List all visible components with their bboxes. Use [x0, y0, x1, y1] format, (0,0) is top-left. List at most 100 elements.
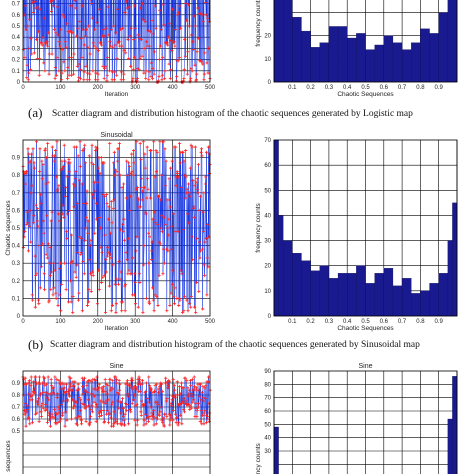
sinusoidal-scatter-point-456: [197, 289, 201, 293]
sinusoidal-scatter-point-139: [74, 145, 79, 149]
sinusoidal-scatter-point-222: [106, 217, 111, 221]
logistic-scatter-point-179: [90, 0, 92, 1]
sinusoidal-scatter-point-403: [176, 175, 180, 179]
sinusoidal-scatter-point-179: [90, 143, 94, 147]
sine-scatter-point-94: [56, 411, 60, 415]
sine-scatter-point-474: [199, 398, 203, 402]
sinusoidal-scatter-point-343: [153, 293, 157, 297]
sine-scatter-point-88: [54, 422, 58, 426]
sinusoidal-scatter-point-114: [65, 236, 69, 241]
sinusoidal-scatter-point-188: [93, 148, 98, 153]
sine-scatter-point-167: [84, 389, 88, 393]
sinusoidal-hist-bar-12: [374, 273, 384, 317]
sinusoidal-scatter-point-314: [142, 244, 146, 248]
logistic-scatter-point-108: [62, 60, 66, 64]
sinusoidal-scatter-point-313: [142, 263, 146, 267]
sinusoidal-scatter-point-477: [205, 293, 209, 297]
sine-scatter-point-413: [176, 423, 180, 427]
sinusoidal-scatter-point-29: [32, 161, 36, 165]
sine-scatter-point-265: [120, 397, 125, 401]
sinusoidal-scatter-point-370: [164, 184, 168, 188]
logistic-scatter-point-24: [31, 0, 33, 1]
logistic-scatter-point-258: [118, 27, 123, 31]
sinusoidal-scatter-point-159: [82, 272, 86, 276]
logistic-scatter-point-95: [57, 69, 61, 73]
sinusoidal-scatter-point-381: [168, 303, 172, 308]
sine-scatter-point-90: [55, 377, 59, 381]
sinusoidal-hist-bar-15: [401, 278, 412, 317]
sinusoidal-hist-bar-0: [273, 139, 279, 317]
sine-scatter-point-454: [191, 398, 196, 402]
logistic-scatter-point-402: [173, 44, 177, 48]
sine-scatter-point-30: [32, 387, 36, 391]
sinusoidal-scatter-point-175: [88, 272, 93, 276]
sine-scatter-point-161: [81, 379, 86, 383]
sine-scatter-point-127: [69, 376, 73, 380]
sinusoidal-scatter-point-469: [202, 191, 206, 195]
sinusoidal-scatter-ytick-label: 0.6: [12, 208, 21, 214]
sinusoidal-scatter-point-440: [191, 258, 195, 262]
sine-scatter-point-225: [105, 409, 110, 413]
logistic-hist-xtick-label: 0.2: [306, 85, 315, 91]
sine-scatter-point-56: [42, 381, 46, 385]
sinusoidal-scatter-point-14: [26, 249, 30, 253]
sinusoidal-scatter-point-419: [182, 295, 187, 299]
logistic-hist-bar-11: [374, 44, 384, 83]
sine-scatter-point-232: [108, 377, 112, 381]
sinusoidal-scatter-point-147: [78, 235, 82, 239]
sinusoidal-scatter-point-404: [177, 303, 181, 308]
sine-scatter-point-177: [87, 423, 92, 427]
sine-scatter-title: Sine: [109, 363, 123, 370]
sine-scatter-point-230: [107, 412, 111, 416]
logistic-scatter-point-448: [190, 69, 194, 73]
sine-scatter-point-380: [164, 376, 168, 380]
sine-scatter-point-157: [80, 401, 84, 405]
sinusoidal-scatter-point-359: [159, 173, 164, 177]
logistic-scatter-point-480: [202, 72, 206, 76]
sinusoidal-scatter-point-428: [186, 309, 190, 313]
sinusoidal-scatter-point-328: [147, 302, 152, 306]
sine-scatter-point-204: [98, 415, 102, 419]
sine-scatter-point-124: [67, 394, 72, 398]
sine-scatter-point-489: [205, 421, 209, 425]
sinusoidal-scatter-point-10: [25, 222, 29, 227]
sine-scatter-point-218: [103, 389, 107, 393]
caption-b: (b) Scatter diagram and distribution his…: [28, 337, 420, 352]
logistic-scatter-ytick-label: 0.2: [12, 58, 21, 64]
sinusoidal-scatter-point-220: [106, 245, 110, 249]
sine-scatter-point-248: [114, 419, 118, 423]
sine-scatter-point-290: [130, 376, 134, 380]
sinusoidal-scatter-point-417: [182, 309, 186, 313]
logistic-hist-bar-1: [282, 0, 293, 83]
sinusoidal-scatter-point-48: [39, 265, 44, 269]
logistic-scatter-point-134: [72, 72, 76, 76]
sine-scatter-point-357: [155, 400, 159, 404]
sine-scatter-point-104: [60, 381, 64, 385]
sinusoidal-scatter-point-44: [38, 147, 42, 151]
logistic-scatter-point-246: [114, 31, 118, 35]
sinusoidal-scatter-point-172: [87, 154, 91, 158]
logistic-scatter-point-333: [147, 78, 151, 82]
sine-scatter-point-68: [46, 398, 51, 402]
logistic-scatter-point-427: [182, 68, 186, 72]
logistic-scatter-point-157: [80, 4, 84, 8]
sine-scatter-point-429: [182, 397, 186, 401]
sine-scatter-point-196: [94, 403, 99, 407]
sinusoidal-scatter-point-319: [144, 212, 148, 216]
logistic-scatter-point-90: [55, 55, 59, 59]
logistic-scatter-point-487: [205, 61, 209, 65]
sinusoidal-scatter-point-325: [146, 231, 150, 235]
sinusoidal-scatter-point-365: [162, 140, 166, 144]
logistic-scatter-markers: [21, 0, 212, 84]
sine-scatter-point-62: [44, 407, 48, 411]
sine-scatter-point-368: [159, 405, 163, 409]
sine-scatter-point-268: [122, 406, 126, 410]
sinusoidal-scatter-point-36: [35, 272, 39, 276]
sine-scatter-point-397: [170, 398, 174, 402]
sine-scatter-point-337: [147, 383, 152, 387]
sinusoidal-scatter-point-153: [80, 182, 84, 186]
sinusoidal-scatter-point-155: [81, 148, 85, 153]
sine-scatter-point-428: [182, 407, 186, 411]
sinusoidal-scatter-point-74: [49, 270, 54, 274]
sinusoidal-scatter-point-108: [63, 261, 67, 265]
